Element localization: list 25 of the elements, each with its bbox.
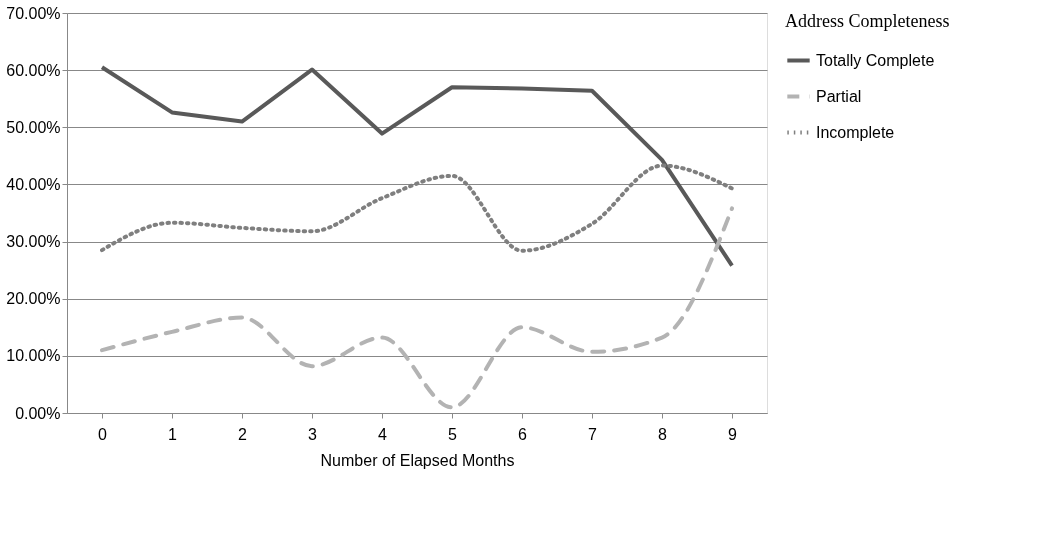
y-tick-label: 50.00% [6, 118, 61, 136]
legend-label: Incomplete [816, 123, 895, 141]
x-axis-title: Number of Elapsed Months [320, 451, 515, 469]
legend-label: Totally Complete [816, 51, 935, 69]
x-tick-label: 7 [588, 425, 598, 443]
x-tick-label: 3 [308, 425, 318, 443]
y-tick-label: 30.00% [6, 233, 61, 251]
y-tick-label: 20.00% [6, 290, 61, 308]
y-tick-label: 40.00% [6, 175, 61, 193]
legend-label: Partial [816, 87, 862, 105]
x-tick-label: 9 [728, 425, 738, 443]
x-tick-label: 4 [378, 425, 388, 443]
x-tick-label: 2 [238, 425, 248, 443]
x-tick-label: 8 [658, 425, 668, 443]
line-series [100, 65, 734, 268]
y-tick-label: 70.00% [6, 4, 61, 22]
y-tick-label: 60.00% [6, 61, 61, 79]
x-tick-label: 0 [98, 425, 108, 443]
x-tick-label: 6 [518, 425, 528, 443]
x-tick-label: 1 [168, 425, 178, 443]
legend-title: Address Completeness [785, 11, 950, 31]
x-tick-label: 5 [448, 425, 458, 443]
y-tick-label: 0.00% [15, 404, 61, 422]
line-series [100, 206, 734, 410]
y-tick-label: 10.00% [6, 347, 61, 365]
